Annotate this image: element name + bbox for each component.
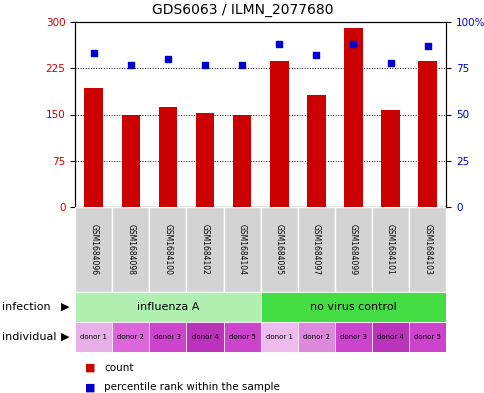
Bar xyxy=(196,113,214,207)
Text: GSM1684100: GSM1684100 xyxy=(163,224,172,275)
Point xyxy=(238,61,245,68)
Bar xyxy=(260,322,297,352)
Text: ■: ■ xyxy=(85,363,95,373)
Text: donor 4: donor 4 xyxy=(191,334,218,340)
Text: donor 3: donor 3 xyxy=(339,334,366,340)
Point xyxy=(201,61,209,68)
Bar xyxy=(75,207,112,292)
Bar xyxy=(149,207,186,292)
Text: GSM1684095: GSM1684095 xyxy=(274,224,283,275)
Point xyxy=(164,56,171,62)
Bar xyxy=(223,207,260,292)
Text: donor 1: donor 1 xyxy=(80,334,107,340)
Text: ■: ■ xyxy=(85,382,95,392)
Point xyxy=(386,60,393,66)
Bar xyxy=(158,107,177,207)
Text: GSM1684097: GSM1684097 xyxy=(311,224,320,275)
Bar xyxy=(270,61,288,207)
Bar xyxy=(334,207,371,292)
Text: donor 1: donor 1 xyxy=(265,334,292,340)
Point xyxy=(275,41,283,47)
Bar xyxy=(297,322,334,352)
Bar xyxy=(232,114,251,207)
Bar xyxy=(297,207,334,292)
Bar xyxy=(84,88,103,207)
Point xyxy=(312,52,319,59)
Bar xyxy=(408,322,445,352)
Text: influenza A: influenza A xyxy=(136,302,199,312)
Bar xyxy=(371,207,408,292)
Bar xyxy=(75,322,112,352)
Bar xyxy=(149,322,186,352)
Text: GSM1684098: GSM1684098 xyxy=(126,224,135,275)
Text: ▶: ▶ xyxy=(61,332,70,342)
Text: GSM1684099: GSM1684099 xyxy=(348,224,357,275)
Text: donor 3: donor 3 xyxy=(154,334,181,340)
Text: GDS6063 / ILMN_2077680: GDS6063 / ILMN_2077680 xyxy=(151,3,333,17)
Text: infection: infection xyxy=(2,302,51,312)
Bar xyxy=(186,322,223,352)
Text: donor 5: donor 5 xyxy=(228,334,255,340)
Bar xyxy=(75,292,260,322)
Bar xyxy=(186,207,223,292)
Text: GSM1684096: GSM1684096 xyxy=(89,224,98,275)
Bar xyxy=(408,207,445,292)
Point xyxy=(423,43,431,49)
Bar xyxy=(223,322,260,352)
Bar xyxy=(260,207,297,292)
Bar xyxy=(371,322,408,352)
Text: individual: individual xyxy=(2,332,57,342)
Bar xyxy=(112,322,149,352)
Text: GSM1684104: GSM1684104 xyxy=(237,224,246,275)
Bar xyxy=(418,61,436,207)
Text: percentile rank within the sample: percentile rank within the sample xyxy=(104,382,280,392)
Bar xyxy=(306,95,325,207)
Point xyxy=(349,41,357,47)
Text: no virus control: no virus control xyxy=(309,302,396,312)
Bar xyxy=(260,292,445,322)
Text: donor 2: donor 2 xyxy=(302,334,329,340)
Bar xyxy=(121,114,140,207)
Text: GSM1684101: GSM1684101 xyxy=(385,224,394,275)
Text: count: count xyxy=(104,363,134,373)
Bar xyxy=(334,322,371,352)
Text: GSM1684103: GSM1684103 xyxy=(422,224,431,275)
Bar xyxy=(344,28,362,207)
Bar xyxy=(380,110,399,207)
Text: ▶: ▶ xyxy=(61,302,70,312)
Text: GSM1684102: GSM1684102 xyxy=(200,224,209,275)
Bar xyxy=(112,207,149,292)
Text: donor 2: donor 2 xyxy=(117,334,144,340)
Text: donor 5: donor 5 xyxy=(413,334,440,340)
Point xyxy=(90,50,97,57)
Text: donor 4: donor 4 xyxy=(377,334,403,340)
Point xyxy=(127,61,135,68)
